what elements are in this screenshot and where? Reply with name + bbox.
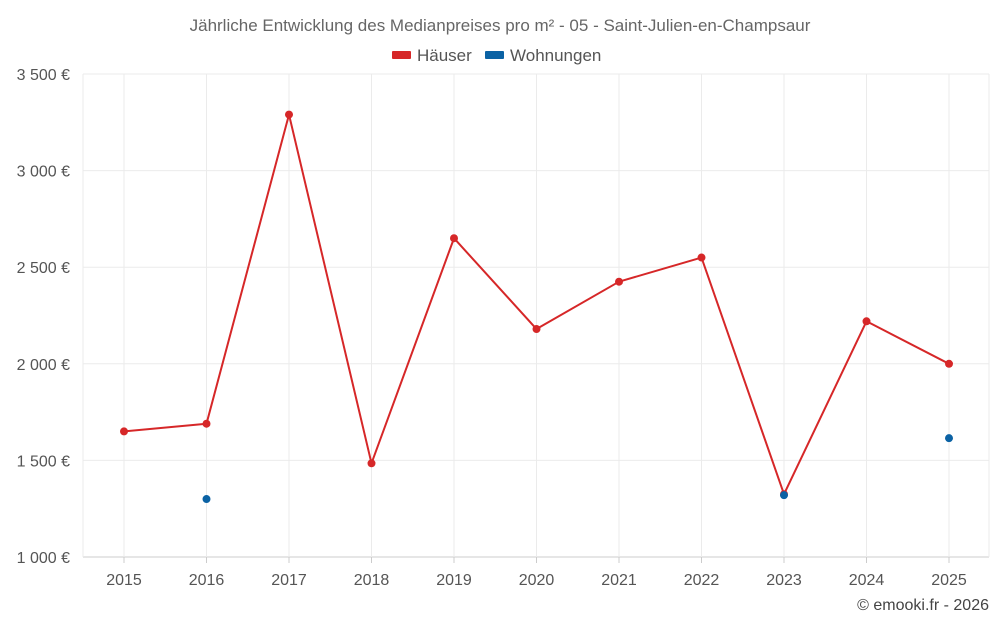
x-tick-label: 2025: [931, 572, 967, 589]
x-tick-label: 2017: [271, 572, 307, 589]
x-tick-label: 2018: [354, 572, 390, 589]
y-tick-label: 1 500 €: [17, 453, 70, 470]
x-tick-label: 2016: [189, 572, 225, 589]
x-tick-label: 2023: [766, 572, 802, 589]
y-axis: 1 000 € 1 500 € 2 000 € 2 500 € 3 000 € 3 500…: [17, 67, 70, 567]
data-point: [120, 427, 128, 436]
data-point: [202, 495, 211, 504]
data-point: [367, 459, 376, 468]
legend-swatch: [485, 51, 504, 59]
x-axis: 2015 2016 2017 2018 2019 2020 2021 2022 2023 2024…: [106, 557, 967, 589]
data-point: [615, 277, 623, 286]
data-point: [285, 110, 293, 119]
legend-label: Häuser: [417, 46, 472, 65]
data-point: [450, 234, 458, 243]
y-tick-label: 3 500 €: [17, 67, 70, 84]
data-point: [862, 317, 871, 326]
x-tick-label: 2015: [106, 572, 142, 589]
chart-title: Jährliche Entwicklung des Medianpreises …: [190, 16, 811, 35]
x-tick-label: 2019: [436, 572, 472, 589]
data-point: [697, 253, 706, 262]
x-tick-label: 2024: [849, 572, 885, 589]
chart-legend: Häuser Wohnungen: [392, 46, 601, 65]
legend-item-wohnungen: Wohnungen: [485, 46, 601, 65]
x-tick-label: 2022: [684, 572, 720, 589]
data-point: [202, 419, 211, 428]
legend-item-h-user: Häuser: [392, 46, 472, 65]
y-tick-label: 2 500 €: [17, 260, 70, 277]
data-point: [780, 491, 788, 500]
credit-text: © emooki.fr - 2026: [857, 597, 989, 614]
series-wohnungen: [202, 434, 953, 504]
grid-lines: [82, 73, 990, 558]
x-tick-label: 2020: [519, 572, 555, 589]
data-point: [945, 359, 953, 368]
legend-swatch: [392, 51, 411, 59]
y-tick-label: 2 000 €: [17, 357, 70, 374]
y-tick-label: 3 000 €: [17, 164, 70, 181]
y-tick-label: 1 000 €: [17, 550, 70, 567]
x-tick-label: 2021: [601, 572, 637, 589]
data-point: [532, 325, 541, 334]
plot-area: [120, 110, 953, 504]
data-point: [945, 434, 953, 443]
legend-label: Wohnungen: [510, 46, 601, 65]
